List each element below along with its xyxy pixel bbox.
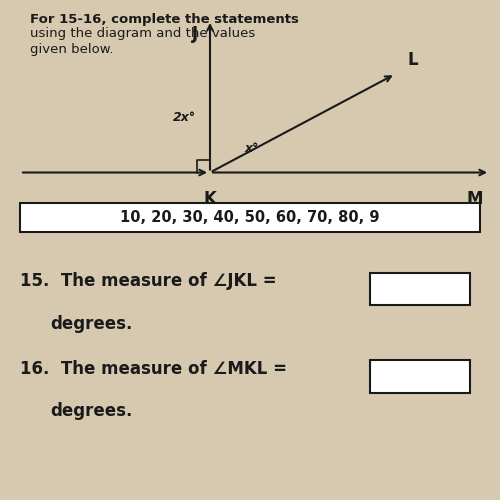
Bar bbox=[20, 202, 480, 232]
Text: using the diagram and the values: using the diagram and the values bbox=[30, 28, 256, 40]
Text: J: J bbox=[192, 25, 198, 43]
Bar bbox=[370, 272, 470, 305]
Text: given below.: given below. bbox=[30, 42, 114, 56]
Text: 2x°: 2x° bbox=[172, 111, 196, 124]
Text: K: K bbox=[204, 190, 216, 208]
Text: 16.  The measure of ∠MKL =: 16. The measure of ∠MKL = bbox=[20, 360, 287, 378]
Text: 10, 20, 30, 40, 50, 60, 70, 80, 9: 10, 20, 30, 40, 50, 60, 70, 80, 9 bbox=[120, 210, 380, 224]
Text: 15.  The measure of ∠JKL =: 15. The measure of ∠JKL = bbox=[20, 272, 276, 290]
Text: degrees.: degrees. bbox=[50, 315, 132, 333]
Bar bbox=[370, 360, 470, 392]
Text: M: M bbox=[467, 190, 483, 208]
Text: L: L bbox=[408, 51, 418, 69]
Text: x°: x° bbox=[245, 142, 260, 155]
Text: degrees.: degrees. bbox=[50, 402, 132, 420]
Text: For 15-16, complete the statements: For 15-16, complete the statements bbox=[30, 12, 299, 26]
